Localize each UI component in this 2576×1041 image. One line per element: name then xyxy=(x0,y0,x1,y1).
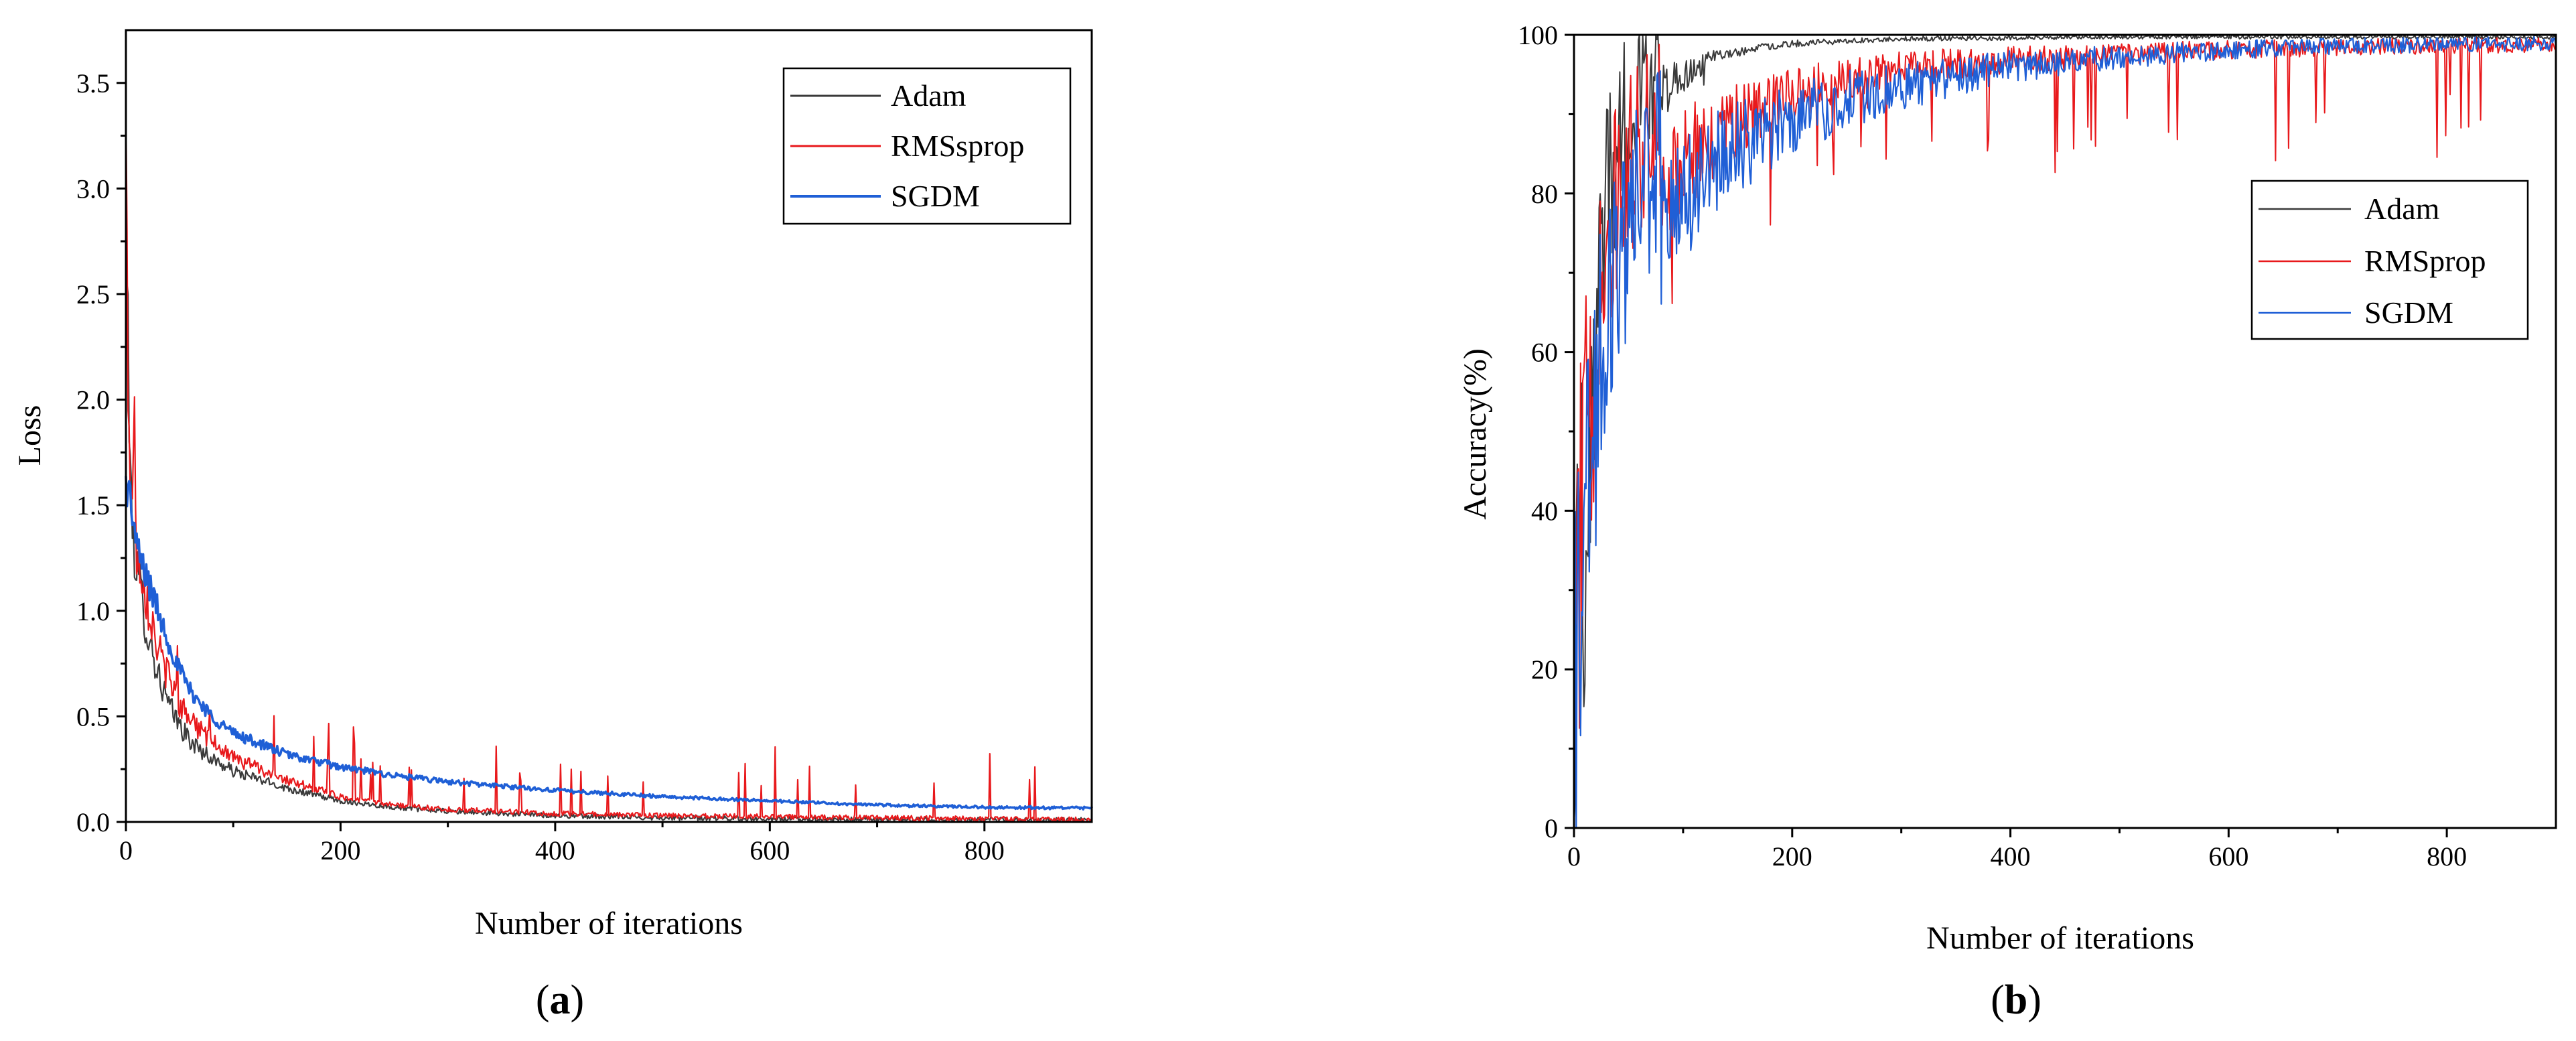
accuracy-x-axis-title: Number of iterations xyxy=(1926,920,2194,956)
accuracy-x-tick-label-200: 200 xyxy=(1772,841,1812,872)
panel-label-a: (a) xyxy=(536,977,584,1023)
loss-x-tick-label-800: 800 xyxy=(964,835,1005,865)
accuracy-legend-label-sgdm: SGDM xyxy=(2364,295,2453,330)
accuracy-y-tick-label-2: 40 xyxy=(1531,496,1558,526)
accuracy-y-tick-label-5: 100 xyxy=(1518,20,1558,50)
loss-plot-frame xyxy=(125,29,1093,823)
accuracy-series-adam xyxy=(1573,34,2557,825)
loss-y-tick-label-7: 3.5 xyxy=(76,68,110,98)
accuracy-y-tick-label-0: 0 xyxy=(1545,813,1558,843)
loss-y-tick-label-4: 2.0 xyxy=(76,385,110,415)
loss-y-tick-label-6: 3.0 xyxy=(76,174,110,204)
loss-x-tick-label-400: 400 xyxy=(535,835,575,865)
loss-y-tick-label-0: 0.0 xyxy=(76,807,110,837)
loss-x-tick-label-200: 200 xyxy=(320,835,360,865)
loss-series-sgdm xyxy=(125,475,1093,811)
accuracy-x-tick-label-600: 600 xyxy=(2208,841,2248,872)
loss-y-tick-label-1: 0.5 xyxy=(76,701,110,732)
accuracy-legend-label-rmsprop: RMSprop xyxy=(2364,244,2486,278)
accuracy-x-ticks: 0 200 400 600 800 xyxy=(1567,828,2467,872)
accuracy-y-ticks: 0 20 40 60 80 100 xyxy=(1518,20,1574,843)
accuracy-x-tick-label-400: 400 xyxy=(1991,841,2031,872)
loss-y-tick-label-3: 1.5 xyxy=(76,490,110,520)
loss-x-axis-title: Number of iterations xyxy=(475,906,743,941)
accuracy-chart: 0 200 400 600 800 0 20 40 60 80 100 Number of ite… xyxy=(1457,20,2557,1023)
loss-x-tick-label-0: 0 xyxy=(119,835,133,865)
loss-y-axis-title: Loss xyxy=(12,405,48,466)
loss-legend-label-adam: Adam xyxy=(891,78,967,113)
loss-legend-label-sgdm: SGDM xyxy=(891,179,980,213)
loss-series-rmssprop xyxy=(125,110,1093,823)
accuracy-y-tick-label-3: 60 xyxy=(1531,338,1558,368)
loss-y-tick-label-2: 1.0 xyxy=(76,596,110,626)
accuracy-legend-label-adam: Adam xyxy=(2364,192,2440,226)
accuracy-y-tick-label-1: 20 xyxy=(1531,654,1558,685)
panel-label-b: (b) xyxy=(1991,977,2042,1023)
loss-x-ticks: 0 200 400 600 800 xyxy=(119,822,1005,865)
loss-legend: Adam RMSsprop SGDM xyxy=(782,67,1072,225)
loss-series-group xyxy=(125,110,1093,823)
accuracy-legend: Adam RMSprop SGDM xyxy=(2250,180,2529,340)
accuracy-x-tick-label-800: 800 xyxy=(2427,841,2467,872)
loss-y-tick-label-5: 2.5 xyxy=(76,279,110,309)
loss-y-ticks: 0.0 0.5 1.0 1.5 2.0 2.5 3.0 3.5 xyxy=(76,68,126,837)
loss-x-tick-label-600: 600 xyxy=(749,835,790,865)
loss-series-adam xyxy=(125,167,1093,823)
accuracy-y-tick-label-4: 80 xyxy=(1531,179,1558,209)
accuracy-plot-frame xyxy=(1573,33,2557,829)
accuracy-series-sgdm xyxy=(1573,36,2557,829)
accuracy-series-group xyxy=(1573,34,2557,829)
accuracy-x-tick-label-0: 0 xyxy=(1567,841,1581,872)
loss-chart: 0 200 400 600 800 0.0 0.5 1.0 1.5 2.0 2.5 3.0 3.5 N… xyxy=(12,29,1093,1023)
accuracy-y-axis-title: Accuracy(%) xyxy=(1457,348,1493,520)
loss-legend-label-rmssprop: RMSsprop xyxy=(891,129,1024,163)
